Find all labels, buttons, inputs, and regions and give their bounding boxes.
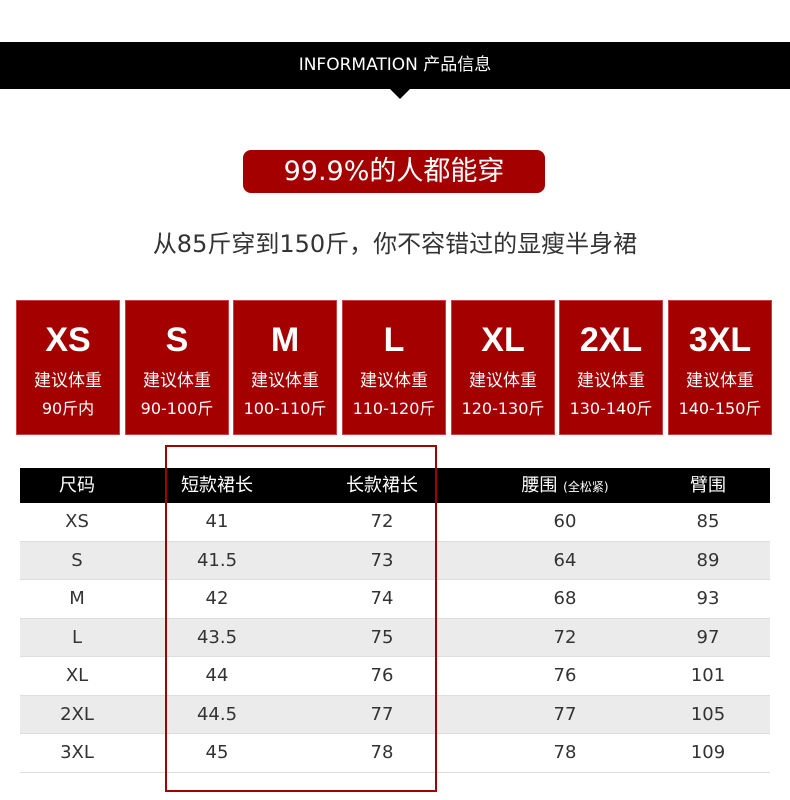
card-label: 建议体重 bbox=[469, 371, 537, 391]
card-size: XS bbox=[45, 321, 91, 359]
table-cell: S bbox=[71, 549, 83, 571]
header-cell: 长款裙长 bbox=[292, 468, 472, 503]
size-card: M 建议体重 100-110斤 bbox=[233, 300, 337, 435]
table-row: XS 41 72 60 85 bbox=[20, 503, 770, 542]
size-card: L 建议体重 110-120斤 bbox=[342, 300, 446, 435]
card-range: 110-120斤 bbox=[352, 399, 436, 418]
table-cell: 76 bbox=[553, 665, 577, 686]
table-row: L 43.5 75 72 97 bbox=[20, 618, 770, 657]
card-size: S bbox=[165, 321, 189, 359]
table-cell: 68 bbox=[553, 588, 577, 609]
card-range: 130-140斤 bbox=[569, 399, 653, 418]
card-label: 建议体重 bbox=[34, 371, 102, 391]
table-row: 3XL 45 78 78 109 bbox=[20, 734, 770, 773]
table-cell: XS bbox=[65, 511, 89, 532]
table-cell: 41.5 bbox=[196, 549, 238, 571]
table-cell: 85 bbox=[696, 511, 720, 532]
table-cell: M bbox=[69, 588, 85, 609]
card-range: 120-130斤 bbox=[461, 399, 545, 418]
table-cell: 89 bbox=[696, 549, 720, 571]
banner-arrow bbox=[390, 89, 410, 99]
table-cell: 78 bbox=[370, 742, 394, 763]
table-cell: 75 bbox=[370, 626, 394, 648]
header-cell: 臂围 bbox=[618, 468, 790, 503]
table-cell: 97 bbox=[696, 626, 720, 648]
table-cell: 72 bbox=[370, 511, 394, 532]
table-row: S 41.5 73 64 89 bbox=[20, 541, 770, 580]
card-size: XL bbox=[481, 321, 525, 359]
header-text: 臂围 bbox=[690, 475, 726, 496]
card-label: 建议体重 bbox=[577, 371, 645, 391]
table-cell: 76 bbox=[370, 665, 394, 686]
card-size: M bbox=[270, 321, 300, 359]
table-cell: 45 bbox=[205, 742, 229, 763]
table-cell: XL bbox=[65, 665, 89, 686]
table-cell: 74 bbox=[370, 588, 394, 609]
card-size: L bbox=[383, 321, 405, 359]
table-header: 尺码 短款裙长 长款裙长 腰围 (全松紧) 臂围 bbox=[20, 468, 770, 503]
table-cell: 73 bbox=[370, 549, 394, 571]
header-cell: 尺码 bbox=[0, 468, 167, 503]
header-text: 腰围 bbox=[521, 475, 558, 496]
table-row: M 42 74 68 93 bbox=[20, 580, 770, 619]
table-cell: 77 bbox=[553, 703, 577, 725]
card-size: 2XL bbox=[579, 321, 643, 359]
table-cell: 93 bbox=[696, 588, 720, 609]
table-cell: 3XL bbox=[60, 742, 94, 763]
table-row: XL 44 76 76 101 bbox=[20, 657, 770, 696]
card-range: 140-150斤 bbox=[678, 399, 762, 418]
table-cell: 64 bbox=[553, 549, 577, 571]
subtitle: 从85斤穿到150斤，你不容错过的显瘦半身裙 bbox=[152, 230, 638, 258]
header-note: (全松紧) bbox=[563, 480, 609, 494]
size-card: XL 建议体重 120-130斤 bbox=[451, 300, 555, 435]
table-cell: 77 bbox=[370, 703, 394, 725]
table-cell: 101 bbox=[690, 665, 726, 686]
banner: INFORMATION 产品信息 bbox=[0, 42, 790, 89]
header-cell: 腰围 (全松紧) bbox=[475, 468, 655, 505]
card-size: 3XL bbox=[688, 321, 752, 359]
card-label: 建议体重 bbox=[251, 371, 319, 391]
table-cell: 42 bbox=[205, 588, 229, 609]
card-range: 100-110斤 bbox=[243, 399, 327, 418]
header-text: 长款裙长 bbox=[346, 475, 418, 496]
table-cell: 43.5 bbox=[196, 626, 238, 648]
header-text: 尺码 bbox=[59, 475, 95, 496]
card-label: 建议体重 bbox=[360, 371, 428, 391]
table-cell: 105 bbox=[690, 703, 726, 725]
card-label: 建议体重 bbox=[143, 371, 211, 391]
table-cell: 2XL bbox=[60, 703, 94, 725]
table-cell: 44.5 bbox=[196, 703, 238, 725]
highlight-frame bbox=[165, 445, 437, 792]
table-cell: 109 bbox=[690, 742, 726, 763]
badge: 99.9%的人都能穿 bbox=[243, 150, 545, 193]
table-cell: 41 bbox=[205, 511, 229, 532]
card-range: 90斤内 bbox=[41, 399, 95, 418]
table-cell: 78 bbox=[553, 742, 577, 763]
size-card: XS 建议体重 90斤内 bbox=[16, 300, 120, 435]
size-card: 2XL 建议体重 130-140斤 bbox=[559, 300, 663, 435]
size-card: 3XL 建议体重 140-150斤 bbox=[668, 300, 772, 435]
header-text: 短款裙长 bbox=[181, 475, 253, 496]
table-row: 2XL 44.5 77 77 105 bbox=[20, 695, 770, 734]
table-cell: 44 bbox=[205, 665, 229, 686]
table-cell: 60 bbox=[553, 511, 577, 532]
header-cell: 短款裙长 bbox=[127, 468, 307, 503]
card-range: 90-100斤 bbox=[140, 399, 214, 418]
table-cell: 72 bbox=[553, 626, 577, 648]
table-cell: L bbox=[71, 626, 83, 648]
card-label: 建议体重 bbox=[686, 371, 754, 391]
size-card: S 建议体重 90-100斤 bbox=[125, 300, 229, 435]
